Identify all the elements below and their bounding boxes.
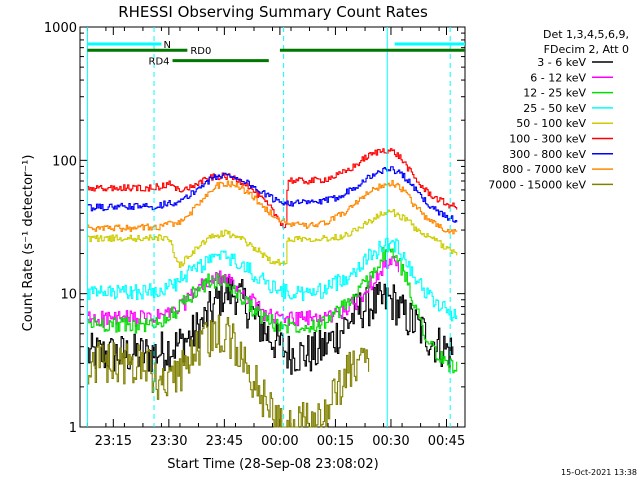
series-line-25-50kev <box>87 237 458 322</box>
series-line-12-25kev <box>87 244 458 374</box>
y-tick-label: 1 <box>69 421 77 436</box>
flag-label-n: N <box>163 40 170 51</box>
x-tick-label: 00:45 <box>428 434 465 449</box>
footer-timestamp: 15-Oct-2021 13:38 <box>561 468 637 477</box>
series-line-50-100kev <box>87 209 458 268</box>
legend-label: 100 - 300 keV <box>509 133 586 146</box>
y-tick-label: 100 <box>52 154 77 169</box>
series-line-300-800kev <box>87 166 458 223</box>
flag-label-rd0: RD0 <box>190 46 211 57</box>
annotations: N RD0 RD4 <box>86 27 465 427</box>
legend: Det 1,3,4,5,6,9, FDecim 2, Att 03 - 6 keV… <box>488 28 629 191</box>
legend-label: 12 - 25 keV <box>523 87 586 100</box>
legend-label: 300 - 800 keV <box>509 148 586 161</box>
x-axis-label: Start Time (28-Sep-08 23:08:02) <box>167 457 378 472</box>
legend-label: 800 - 7000 keV <box>502 163 586 176</box>
legend-label: 6 - 12 keV <box>530 71 586 84</box>
x-tick-label: 23:30 <box>150 434 187 449</box>
flag-label-rd4: RD4 <box>149 57 170 68</box>
x-tick-label: 00:30 <box>372 434 409 449</box>
legend-header: FDecim 2, Att 0 <box>544 43 629 56</box>
series-line-6-12kev <box>87 255 399 328</box>
series-line-3-6kev <box>87 275 454 375</box>
y-axis-label: Count Rate (s⁻¹ detector⁻¹) <box>21 155 36 332</box>
x-tick-label: 23:45 <box>206 434 243 449</box>
x-tick-label: 00:00 <box>261 434 298 449</box>
legend-label: 7000 - 15000 keV <box>488 178 586 191</box>
axes: 1 10 100 1000 23:15 23:30 23:45 00:00 00:15 00:30… <box>44 21 466 449</box>
chart-title: RHESSI Observing Summary Count Rates <box>118 3 428 21</box>
legend-label: 25 - 50 keV <box>523 102 586 115</box>
legend-label: 3 - 6 keV <box>537 56 586 69</box>
series-lines <box>87 148 458 428</box>
series-line-7000-15000kev <box>87 314 370 428</box>
legend-header: Det 1,3,4,5,6,9, <box>543 28 629 41</box>
x-tick-label: 00:15 <box>317 434 354 449</box>
y-tick-label: 1000 <box>44 21 77 36</box>
series-line-800-7000kev <box>87 180 458 235</box>
y-tick-label: 10 <box>60 288 77 303</box>
legend-label: 50 - 100 keV <box>516 117 586 130</box>
series-line-100-300kev <box>87 148 458 229</box>
x-tick-label: 23:15 <box>95 434 132 449</box>
